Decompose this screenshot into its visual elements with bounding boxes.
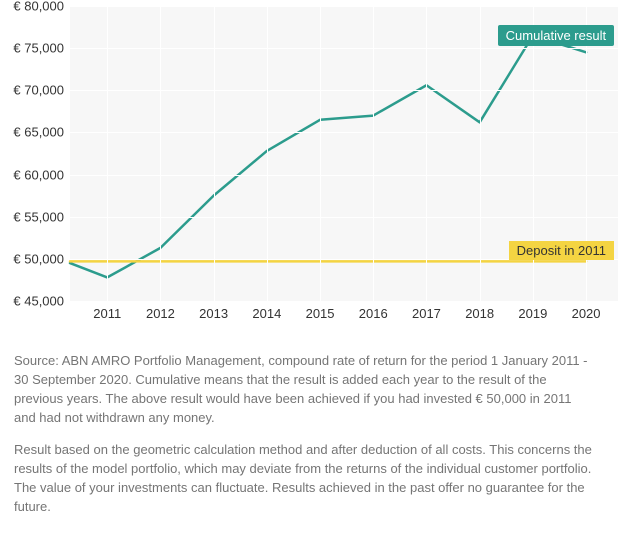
gridline-vertical [107, 6, 108, 301]
gridline-horizontal [70, 217, 618, 218]
footnote-paragraph: Source: ABN AMRO Portfolio Management, c… [14, 352, 596, 427]
y-axis-label: € 60,000 [13, 167, 64, 182]
y-axis-label: € 65,000 [13, 125, 64, 140]
gridline-horizontal [70, 301, 618, 302]
gridline-vertical [160, 6, 161, 301]
gridline-horizontal [70, 6, 618, 7]
x-axis-label: 2017 [412, 306, 441, 321]
y-axis-label: € 80,000 [13, 0, 64, 14]
gridline-vertical [480, 6, 481, 301]
footnote-paragraph: Result based on the geometric calculatio… [14, 441, 596, 516]
gridline-vertical [267, 6, 268, 301]
gridline-horizontal [70, 90, 618, 91]
legend-deposit-2011: Deposit in 2011 [509, 241, 614, 260]
gridline-vertical [214, 6, 215, 301]
x-axis-label: 2019 [518, 306, 547, 321]
gridline-horizontal [70, 175, 618, 176]
y-axis-label: € 50,000 [13, 251, 64, 266]
x-axis-label: 2018 [465, 306, 494, 321]
legend-cumulative-result: Cumulative result [498, 25, 614, 46]
y-axis-label: € 75,000 [13, 41, 64, 56]
gridline-horizontal [70, 132, 618, 133]
footnotes: Source: ABN AMRO Portfolio Management, c… [0, 340, 610, 517]
gridline-vertical [426, 6, 427, 301]
gridline-vertical [320, 6, 321, 301]
x-axis-label: 2015 [306, 306, 335, 321]
y-axis-label: € 70,000 [13, 83, 64, 98]
y-axis-label: € 45,000 [13, 294, 64, 309]
x-axis-label: 2020 [572, 306, 601, 321]
x-axis-label: 2012 [146, 306, 175, 321]
x-axis-label: 2013 [199, 306, 228, 321]
gridline-vertical [373, 6, 374, 301]
x-axis-label: 2014 [252, 306, 281, 321]
gridline-horizontal [70, 48, 618, 49]
chart-container: € 45,000 € 50,000 € 55,000 € 60,000 € 65,000… [0, 0, 624, 340]
x-axis-label: 2011 [93, 306, 121, 321]
y-axis-label: € 55,000 [13, 209, 64, 224]
x-axis-label: 2016 [359, 306, 388, 321]
